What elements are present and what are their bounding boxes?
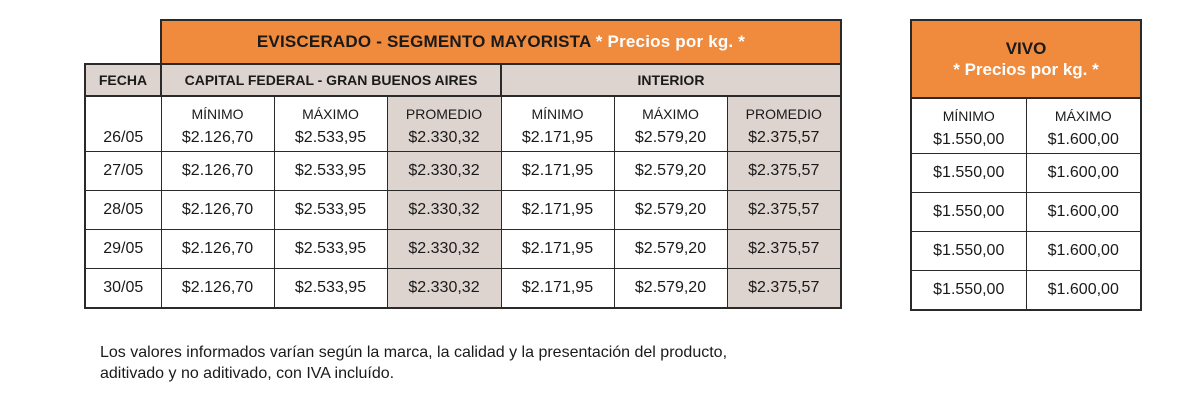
capital-maximo-header: MÁXIMO bbox=[273, 96, 388, 125]
capital-promedio-value: $2.330,32 bbox=[386, 268, 502, 309]
capital-promedio-value: $2.330,32 bbox=[386, 229, 502, 269]
interior-maximo-value: $2.579,20 bbox=[613, 151, 728, 191]
vivo-price-table: VIVO * Precios por kg. * MÍNIMO MÁXIMO $… bbox=[910, 19, 1142, 311]
interior-group-header: INTERIOR bbox=[500, 63, 842, 97]
table-row: $1.550,00 $1.600,00 bbox=[910, 270, 1142, 311]
capital-minimo-value: $2.126,70 bbox=[160, 190, 275, 230]
vivo-maximo-value: $1.600,00 bbox=[1025, 127, 1142, 154]
interior-maximo-value: $2.579,20 bbox=[613, 190, 728, 230]
interior-minimo-header: MÍNIMO bbox=[500, 96, 615, 125]
footnote-line-1: Los valores informados varían según la m… bbox=[100, 344, 728, 361]
capital-minimo-value: $2.126,70 bbox=[160, 151, 275, 191]
vivo-minimo-value: $1.550,00 bbox=[910, 231, 1027, 271]
eviscerado-title-note: * Precios por kg. * bbox=[595, 32, 746, 51]
vivo-header: VIVO * Precios por kg. * bbox=[910, 19, 1142, 99]
interior-maximo-value: $2.579,20 bbox=[613, 229, 728, 269]
interior-promedio-value: $2.375,57 bbox=[726, 190, 842, 230]
interior-maximo-value: $2.579,20 bbox=[613, 125, 728, 152]
fecha-header: FECHA bbox=[84, 63, 162, 97]
capital-maximo-value: $2.533,95 bbox=[273, 151, 388, 191]
capital-promedio-header: PROMEDIO bbox=[386, 96, 502, 125]
row-fecha: 30/05 bbox=[84, 268, 162, 309]
row-fecha: 29/05 bbox=[84, 229, 162, 269]
row-fecha: 26/05 bbox=[84, 125, 162, 152]
capital-maximo-value: $2.533,95 bbox=[273, 125, 388, 152]
table-row: $1.550,00 $1.600,00 bbox=[910, 231, 1142, 271]
vivo-maximo-value: $1.600,00 bbox=[1025, 192, 1142, 232]
table-row: $1.550,00 $1.600,00 bbox=[910, 192, 1142, 232]
interior-minimo-value: $2.171,95 bbox=[500, 268, 615, 309]
capital-promedio-value: $2.330,32 bbox=[386, 151, 502, 191]
table-row: 29/05 $2.126,70 $2.533,95 $2.330,32 $2.1… bbox=[84, 229, 842, 269]
capital-minimo-value: $2.126,70 bbox=[160, 125, 275, 152]
table-row: $1.550,00 $1.600,00 bbox=[910, 153, 1142, 193]
capital-promedio-value: $2.330,32 bbox=[386, 190, 502, 230]
vivo-minimo-value: $1.550,00 bbox=[910, 127, 1027, 154]
row-fecha: 27/05 bbox=[84, 151, 162, 191]
capital-minimo-value: $2.126,70 bbox=[160, 229, 275, 269]
vivo-maximo-value: $1.600,00 bbox=[1025, 231, 1142, 271]
interior-maximo-value: $2.579,20 bbox=[613, 268, 728, 309]
interior-minimo-value: $2.171,95 bbox=[500, 229, 615, 269]
fecha-column-spacer bbox=[84, 96, 162, 125]
footnote: Los valores informados varían según la m… bbox=[100, 342, 860, 384]
table-row: 28/05 $2.126,70 $2.533,95 $2.330,32 $2.1… bbox=[84, 190, 842, 230]
footnote-line-2: aditivado y no aditivado, con IVA incluí… bbox=[100, 365, 395, 382]
eviscerado-header: EVISCERADO - SEGMENTO MAYORISTA * Precio… bbox=[160, 19, 842, 65]
capital-group-header: CAPITAL FEDERAL - GRAN BUENOS AIRES bbox=[160, 63, 502, 97]
table-row: 26/05 $2.126,70 $2.533,95 $2.330,32 $2.1… bbox=[84, 125, 842, 152]
capital-promedio-value: $2.330,32 bbox=[386, 125, 502, 152]
interior-promedio-value: $2.375,57 bbox=[726, 268, 842, 309]
vivo-maximo-value: $1.600,00 bbox=[1025, 153, 1142, 193]
interior-promedio-value: $2.375,57 bbox=[726, 229, 842, 269]
interior-minimo-value: $2.171,95 bbox=[500, 190, 615, 230]
table-row: $1.550,00 $1.600,00 bbox=[910, 127, 1142, 154]
vivo-minimo-value: $1.550,00 bbox=[910, 153, 1027, 193]
interior-minimo-value: $2.171,95 bbox=[500, 125, 615, 152]
interior-promedio-value: $2.375,57 bbox=[726, 151, 842, 191]
vivo-title: VIVO bbox=[1005, 39, 1047, 58]
vivo-minimo-header: MÍNIMO bbox=[910, 98, 1027, 127]
vivo-minimo-value: $1.550,00 bbox=[910, 192, 1027, 232]
vivo-title-note: * Precios por kg. * bbox=[953, 60, 1099, 79]
row-fecha: 28/05 bbox=[84, 190, 162, 230]
interior-promedio-header: PROMEDIO bbox=[726, 96, 842, 125]
capital-minimo-value: $2.126,70 bbox=[160, 268, 275, 309]
table-corner bbox=[85, 20, 161, 64]
vivo-maximo-header: MÁXIMO bbox=[1025, 98, 1142, 127]
interior-maximo-header: MÁXIMO bbox=[613, 96, 728, 125]
capital-maximo-value: $2.533,95 bbox=[273, 190, 388, 230]
capital-maximo-value: $2.533,95 bbox=[273, 268, 388, 309]
table-row: 27/05 $2.126,70 $2.533,95 $2.330,32 $2.1… bbox=[84, 151, 842, 191]
eviscerado-price-table: EVISCERADO - SEGMENTO MAYORISTA * Precio… bbox=[84, 19, 842, 309]
eviscerado-title: EVISCERADO - SEGMENTO MAYORISTA bbox=[256, 32, 591, 51]
vivo-minimo-value: $1.550,00 bbox=[910, 270, 1027, 311]
interior-minimo-value: $2.171,95 bbox=[500, 151, 615, 191]
table-row: 30/05 $2.126,70 $2.533,95 $2.330,32 $2.1… bbox=[84, 268, 842, 309]
interior-promedio-value: $2.375,57 bbox=[726, 125, 842, 152]
capital-minimo-header: MÍNIMO bbox=[160, 96, 275, 125]
capital-maximo-value: $2.533,95 bbox=[273, 229, 388, 269]
vivo-maximo-value: $1.600,00 bbox=[1025, 270, 1142, 311]
